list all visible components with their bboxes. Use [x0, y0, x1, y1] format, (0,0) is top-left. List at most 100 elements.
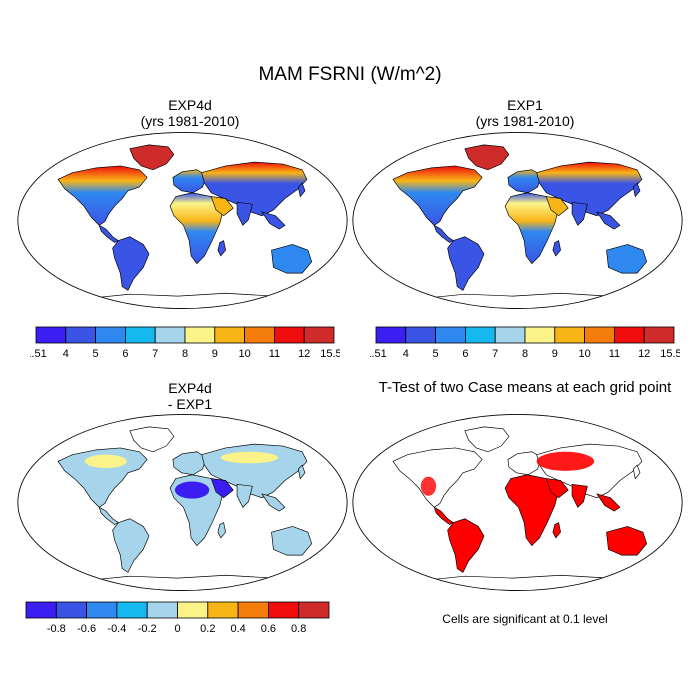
land-layer: [392, 426, 648, 591]
panel-title-exp4d: EXP4d (yrs 1981-2010): [40, 97, 340, 129]
colorbar-tick-label: 11: [269, 348, 280, 360]
colorbar-swatch: [465, 326, 496, 344]
colorbar-swatch: [237, 601, 269, 619]
colorbar-swatch: [86, 601, 118, 619]
colorbar-tick-label: 15.53: [320, 348, 340, 360]
colorbar-tick-label: 8: [182, 348, 188, 360]
landmass-southeast-asia: [596, 493, 621, 512]
landmass-japan: [297, 182, 306, 198]
colorbar-tick-label: 0: [174, 623, 180, 635]
panel-title-line2: (yrs 1981-2010): [140, 113, 240, 129]
landmass-india: [236, 483, 253, 508]
colorbar-tick-label: 1.51: [370, 348, 387, 360]
landmass-japan: [632, 464, 641, 480]
landmass-south-america: [447, 236, 485, 291]
map-border: [352, 132, 683, 309]
significance-note: Cells are significant at 0.1 level: [442, 612, 608, 626]
colorbar-tick-label: 8: [522, 348, 528, 360]
landmass-australia: [271, 244, 313, 274]
panel-title-exp1: EXP1 (yrs 1981-2010): [375, 97, 675, 129]
landmass-central-america: [98, 506, 120, 525]
map-exp1: [352, 132, 683, 309]
colorbar-swatch: [554, 326, 586, 344]
landmass-greenland: [464, 144, 510, 171]
colorbar-swatch: [184, 326, 216, 344]
map-ttest: [352, 414, 683, 591]
colorbar-tick-label: 12: [638, 348, 650, 360]
panel-title-line2: - EXP1: [167, 396, 213, 412]
colorbar-tick-label: 6: [462, 348, 468, 360]
landmass-europe: [507, 451, 542, 476]
colorbar-tick-label: -0.6: [77, 623, 96, 635]
landmass-greenland: [464, 426, 510, 453]
landmass-madagascar: [552, 522, 561, 539]
colorbar-swatch: [65, 326, 96, 344]
colorbar-tick-label: 12: [298, 348, 310, 360]
landmass-australia: [606, 526, 648, 556]
na-significant-region: [420, 476, 437, 496]
colorbar-tick-label: 6: [122, 348, 128, 360]
colorbar-tick-label: 5: [93, 348, 99, 360]
landmass-europe: [507, 169, 542, 194]
landmass-arabia: [545, 478, 569, 499]
landmass-india: [571, 483, 588, 508]
landmass-southeast-asia: [261, 493, 286, 512]
landmass-india: [571, 201, 588, 226]
colorbar-swatch: [405, 326, 436, 344]
landmass-madagascar: [217, 522, 226, 539]
figure-title: MAM FSRNI (W/m^2): [258, 64, 442, 85]
colorbar-tick-label: -0.4: [107, 623, 126, 635]
landmass-europe: [172, 451, 207, 476]
map-border: [17, 132, 348, 309]
sahara-negative-region: [174, 481, 210, 499]
panel-title-ttest: T-Test of two Case means at each grid po…: [355, 380, 695, 396]
landmass-central-america: [433, 506, 455, 525]
panel-title-line1: EXP4d: [168, 97, 212, 113]
colorbar-tick-label: 0.4: [230, 623, 245, 635]
colorbar-tick-label: 9: [552, 348, 558, 360]
colorbar-tick-label: 9: [212, 348, 218, 360]
colorbar-swatch: [303, 326, 335, 344]
colorbar-swatch: [435, 326, 466, 344]
colorbar-swatch: [146, 601, 178, 619]
landmass-asia: [536, 161, 643, 217]
land-layer: [392, 144, 648, 309]
map-border: [352, 414, 683, 591]
colorbar-tick-label: 0.6: [261, 623, 276, 635]
landmass-australia: [606, 244, 648, 274]
land-layer: [57, 144, 313, 309]
colorbar-swatch: [244, 326, 275, 344]
colorbar-swatch: [643, 326, 675, 344]
colorbar-tick-label: 0.8: [291, 623, 306, 635]
landmass-southeast-asia: [596, 211, 621, 230]
landmass-north-america: [392, 447, 483, 508]
colorbar-tick-label: 4: [63, 348, 69, 360]
colorbar-tick-label: 7: [152, 348, 158, 360]
colorbar-swatch: [125, 326, 156, 344]
colorbar-swatch: [375, 326, 407, 344]
colorbar-swatch: [214, 326, 246, 344]
landmass-southeast-asia: [261, 211, 286, 230]
colorbar-swatch: [25, 601, 57, 619]
landmass-japan: [297, 464, 306, 480]
colorbar-swatch: [116, 601, 148, 619]
colorbar-exp4d: 1.51 4 5 6 7 8 9 10 11 12 15.53: [30, 326, 340, 360]
colorbar-swatch: [267, 601, 300, 619]
landmass-antarctica: [425, 292, 638, 309]
colorbar-swatch: [524, 326, 556, 344]
landmass-arabia: [210, 478, 234, 499]
colorbar-swatch: [177, 601, 209, 619]
canada-positive-region: [84, 454, 127, 469]
colorbar-swatch: [273, 326, 305, 344]
colorbar-tick-label: 7: [492, 348, 498, 360]
landmass-antarctica: [90, 292, 303, 309]
landmass-south-america: [112, 518, 150, 573]
landmass-arabia: [545, 196, 569, 217]
colorbar-swatch: [494, 326, 526, 344]
landmass-central-america: [433, 224, 455, 243]
panel-title-diff: EXP4d - EXP1: [40, 380, 340, 412]
landmass-central-america: [98, 224, 120, 243]
landmass-asia: [201, 161, 308, 217]
map-border: [17, 414, 348, 591]
landmass-australia: [271, 526, 313, 556]
